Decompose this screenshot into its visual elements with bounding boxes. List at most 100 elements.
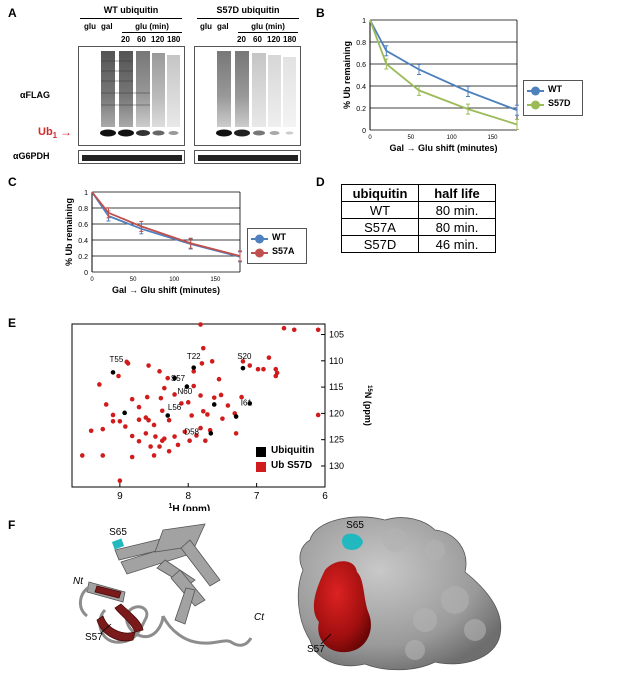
legend-ubiquitin-label: Ubiquitin — [271, 445, 315, 456]
y-tick-label: 0.4 — [78, 238, 88, 245]
wt-time-180: 180 — [167, 35, 181, 44]
chart-c-legend-wt: WT — [272, 232, 286, 242]
wt-lane-glu: glu — [84, 22, 96, 31]
peak-marker — [191, 365, 197, 370]
cell-half-life: 80 min. — [418, 218, 496, 236]
s57d-flag-blot — [194, 46, 301, 146]
peak-marker — [291, 327, 297, 333]
peak-marker — [162, 436, 167, 441]
chart-b-legend — [523, 80, 583, 116]
peak-marker — [117, 478, 123, 483]
peak-marker — [208, 431, 214, 436]
cell-ubiquitin: S57D — [341, 235, 419, 253]
y-tick-label: 0 — [84, 270, 88, 277]
peak-marker — [233, 431, 239, 436]
peak-marker — [136, 404, 142, 410]
chart-c-legend-s57a: S57A — [272, 246, 295, 256]
legend-ubs57d-swatch — [256, 462, 266, 472]
peak-marker — [148, 444, 153, 449]
panel-f-letter: F — [8, 518, 16, 532]
peak-marker — [179, 401, 184, 406]
peak-marker — [198, 322, 203, 327]
peak-annotation: S20 — [237, 352, 252, 361]
x-tick-label: 7 — [254, 491, 260, 502]
wt-lane-gal: gal — [101, 22, 113, 31]
chart-c-legend — [247, 228, 307, 264]
y-tick-label: 120 — [329, 408, 344, 418]
s57d-g6pdh-blot — [194, 150, 301, 164]
y-tick-label: 0.8 — [356, 40, 366, 47]
y-tick-label: 0.6 — [78, 222, 88, 229]
y-tick-label: 1 — [362, 18, 366, 25]
peak-marker — [211, 402, 217, 407]
peak-marker — [166, 417, 172, 423]
table-row: S57D 46 min. — [341, 235, 496, 253]
y-tick-label: 0.2 — [356, 106, 366, 113]
peak-marker — [129, 454, 135, 460]
wt-glu-min: glu (min) — [135, 22, 169, 31]
ribbon-cartoon: S65 Nt Ct S57 — [73, 523, 265, 647]
peak-marker — [136, 417, 142, 422]
x-tick-label: 150 — [487, 135, 498, 141]
peak-marker — [198, 393, 203, 398]
y-axis-label: % Ub remaining — [342, 41, 352, 109]
peak-annotation: T55 — [110, 355, 124, 364]
peak-marker — [191, 383, 197, 389]
peak-marker — [151, 453, 157, 458]
table-row: WT 80 min. — [341, 201, 496, 219]
y-tick-label: 0.6 — [356, 62, 366, 69]
peak-marker — [240, 365, 246, 371]
x-axis-label: Gal → Glu shift (minutes) — [389, 143, 497, 153]
s57d-time-60: 60 — [253, 35, 262, 44]
peak-marker — [185, 400, 191, 405]
x-tick-label: 100 — [447, 135, 458, 141]
peak-marker — [172, 392, 177, 397]
peak-marker — [143, 415, 149, 420]
peak-marker — [255, 366, 261, 372]
peak-marker — [136, 438, 142, 444]
x-axis-label: Gal → Glu shift (minutes) — [112, 285, 220, 295]
y-axis-label: % Ub remaining — [64, 198, 74, 266]
peak-marker — [110, 370, 116, 375]
peak-marker — [146, 363, 151, 368]
peak-marker — [266, 355, 272, 360]
y-tick-label: 0.2 — [78, 254, 88, 261]
wt-time-120: 120 — [151, 35, 165, 44]
peak-marker — [216, 376, 222, 382]
y-tick-label: 125 — [329, 435, 344, 445]
panel-c-letter: C — [8, 175, 17, 189]
peak-marker — [110, 418, 116, 424]
table-row: S57A 80 min. — [341, 218, 496, 236]
peak-marker — [315, 412, 321, 418]
series-line — [369, 19, 518, 126]
wt-blot-title: WT ubiquitin — [103, 5, 159, 15]
s57d-lane-glu: glu — [200, 22, 212, 31]
peak-marker — [159, 408, 165, 414]
peak-marker — [110, 412, 116, 418]
peak-marker — [79, 453, 85, 458]
peak-annotation: I61 — [241, 399, 253, 408]
peak-marker — [200, 408, 206, 414]
peak-marker — [315, 327, 321, 333]
peak-marker — [281, 325, 287, 331]
peak-annotation: S57 — [171, 374, 186, 383]
flag-label: αFLAG — [20, 90, 51, 100]
ub1-label: Ub1 — [38, 126, 58, 141]
peak-marker — [209, 359, 215, 364]
s57d-time-120: 120 — [267, 35, 281, 44]
y-tick-label: 110 — [329, 356, 343, 366]
y-tick-label: 0.4 — [356, 84, 366, 91]
x-tick-label: 9 — [117, 491, 123, 502]
cell-ubiquitin: S57A — [341, 218, 419, 236]
panel-b-letter: B — [316, 6, 325, 20]
y-tick-label: 115 — [329, 382, 343, 392]
peak-marker — [100, 453, 106, 458]
x-axis-label: 1H (ppm) — [169, 503, 211, 511]
peak-annotation: D58 — [184, 427, 199, 436]
peak-marker — [122, 410, 127, 416]
header-half-life: half life — [418, 184, 496, 202]
wt-glu-rule — [122, 32, 182, 33]
peak-annotation: L56 — [168, 403, 182, 412]
peak-marker — [189, 413, 194, 418]
peak-marker — [165, 375, 171, 381]
